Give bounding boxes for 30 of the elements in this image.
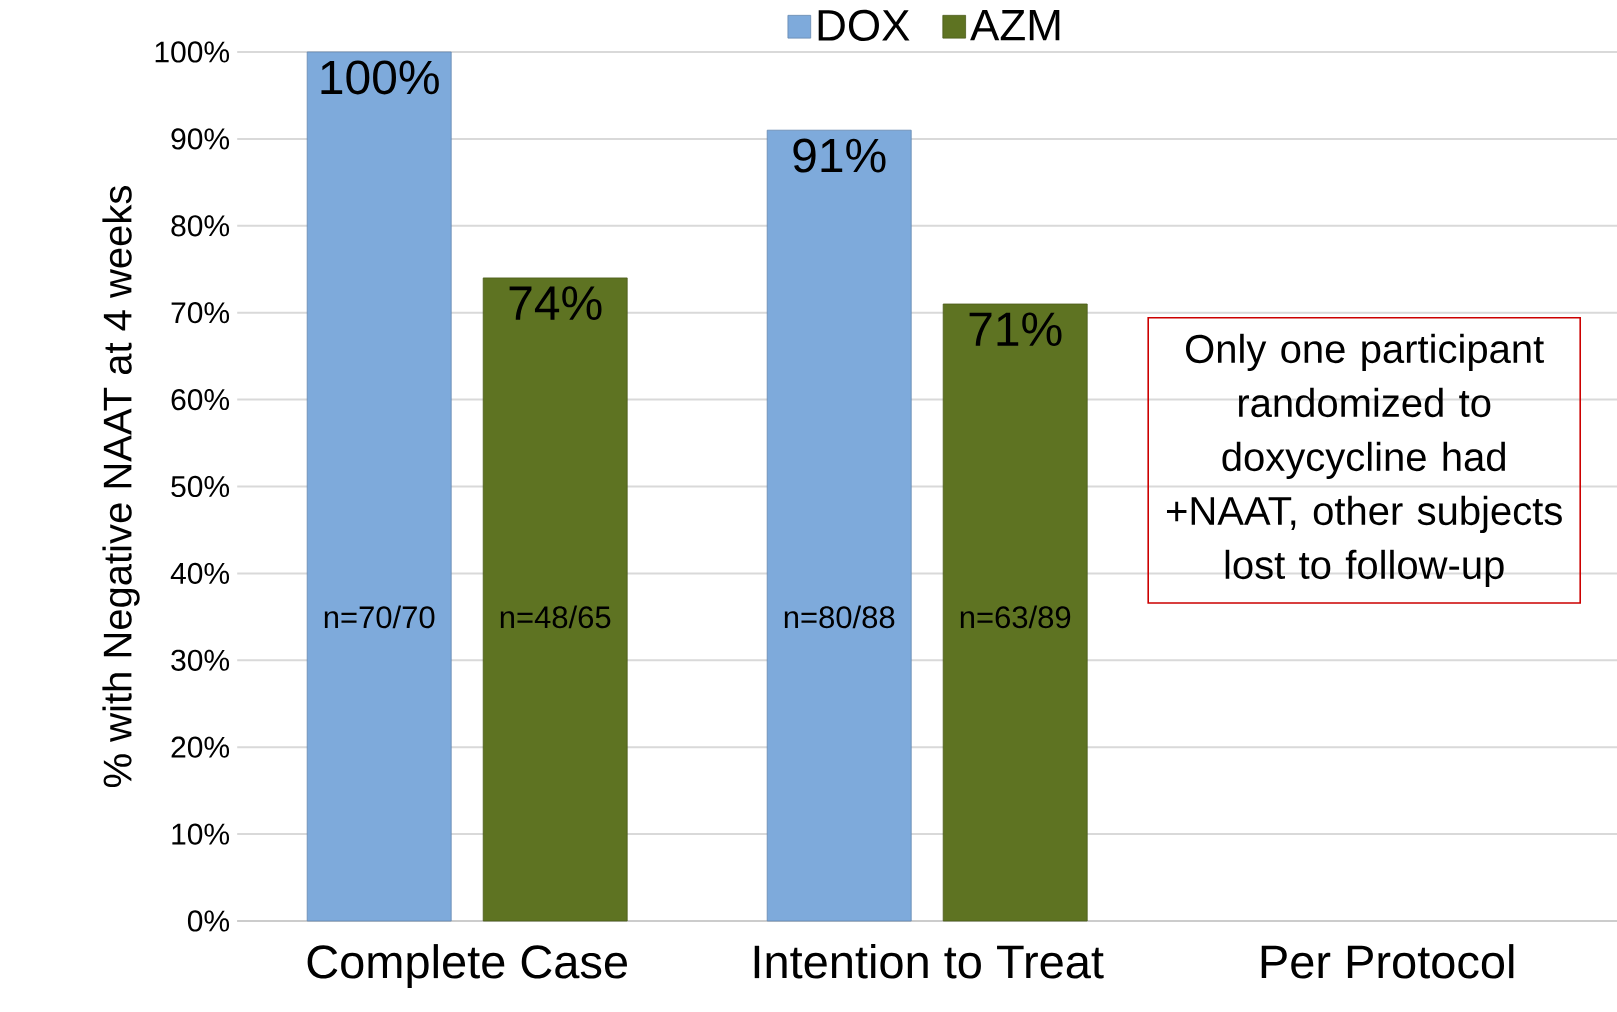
data-label: 91%	[793, 138, 886, 173]
annotation: n=63/89	[960, 605, 1071, 629]
data-label: 71%	[969, 312, 1062, 346]
y-tick-label: 40%	[170, 562, 230, 584]
y-tick-label: 70%	[171, 302, 230, 324]
annotation: Only one participant randomized to doxycycline had +NAAT, other subjects lost to follow-up	[1166, 333, 1562, 588]
y-axis-title: % with Negative NAAT at 4 weeks	[102, 186, 140, 788]
legend-label: DOX	[818, 9, 910, 42]
x-tick-label: Per Protocol	[1261, 944, 1514, 979]
y-tick-label: 90%	[171, 128, 230, 150]
annotation: n=70/70	[324, 605, 435, 629]
data-label: 100%	[321, 60, 439, 95]
annotation: n=48/65	[500, 605, 611, 629]
bar	[306, 51, 452, 922]
y-tick-label: 80%	[171, 215, 230, 237]
y-tick-label: 0%	[187, 910, 230, 932]
y-tick-label: 10%	[172, 823, 230, 845]
annotation: n=80/88	[784, 605, 895, 629]
y-tick-label: 50%	[171, 475, 230, 498]
legend-label: AZM	[970, 10, 1060, 41]
y-tick-label: 20%	[171, 736, 230, 758]
y-tick-label: 100%	[155, 41, 230, 63]
bar	[482, 277, 628, 922]
x-tick-label: Intention to Treat	[754, 944, 1104, 979]
bar	[942, 303, 1088, 922]
y-tick-label: 60%	[171, 388, 230, 411]
bar	[766, 129, 912, 922]
data-label: 74%	[509, 286, 602, 320]
x-tick-label: Complete Case	[307, 944, 627, 988]
y-tick-label: 30%	[171, 649, 230, 671]
